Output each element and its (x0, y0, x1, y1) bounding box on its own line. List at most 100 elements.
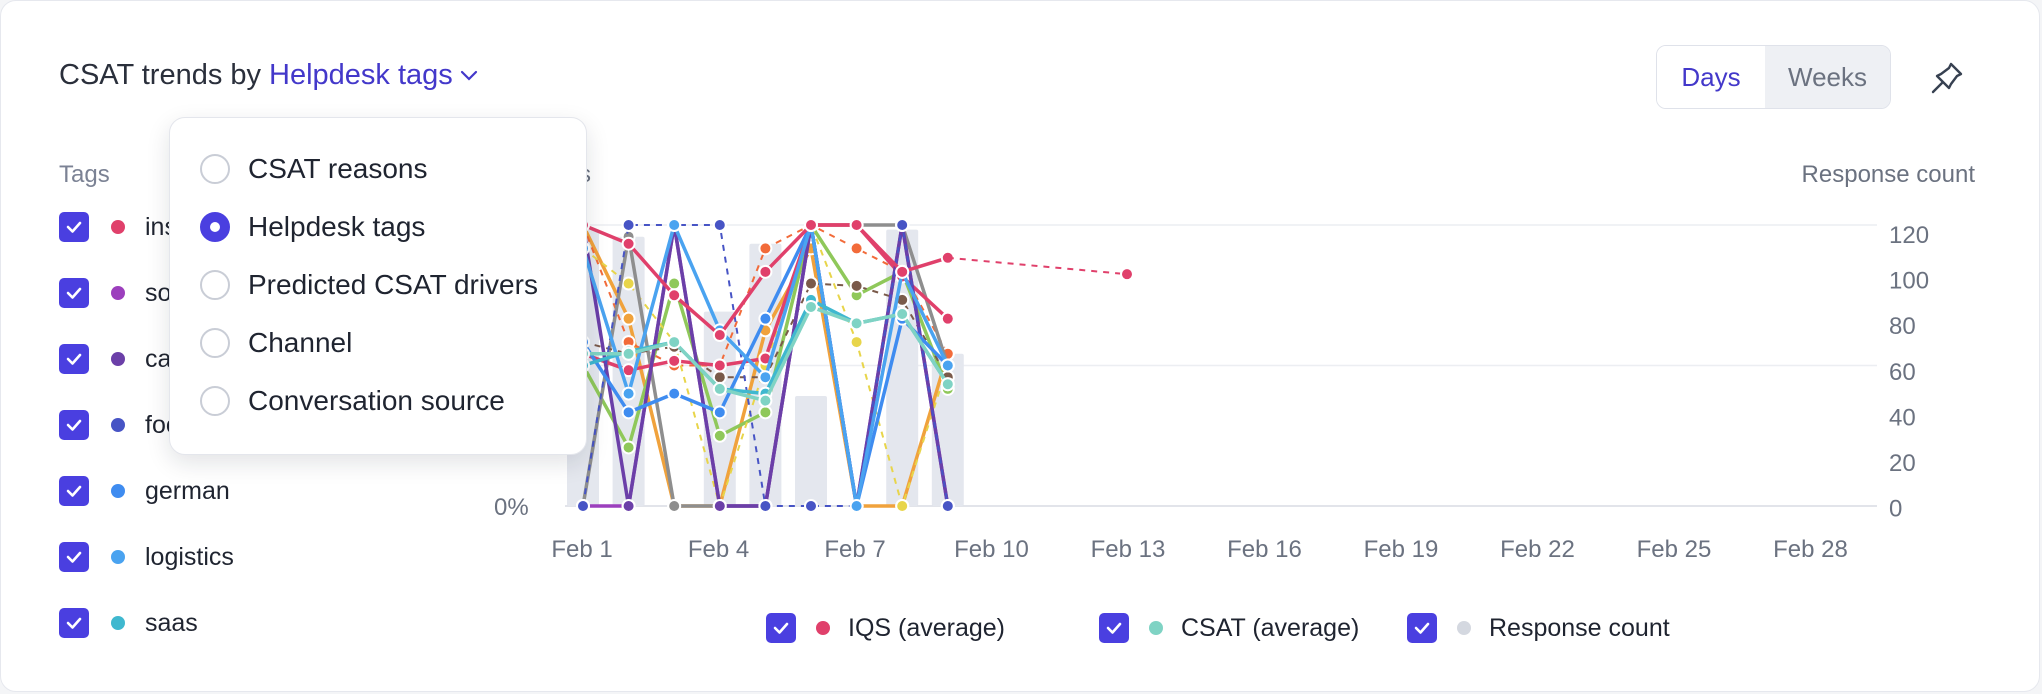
left-y-tick-label: 0% (494, 494, 529, 521)
extra-series-5-point (712, 370, 727, 385)
tag-row-german[interactable]: german (59, 474, 230, 508)
response-count-bar (795, 395, 827, 506)
check-icon (66, 287, 82, 299)
iqs-average-point (895, 264, 910, 279)
tag-series-logistics-point (667, 218, 682, 232)
tag-checkbox[interactable] (59, 212, 89, 242)
tag-checkbox[interactable] (59, 278, 89, 308)
response-count-bar (886, 229, 919, 506)
check-icon (66, 551, 82, 563)
extra-series-3-point (895, 499, 910, 513)
tag-series-ins-point (940, 311, 955, 326)
legend-color-dot (1149, 621, 1163, 635)
toggle-weeks[interactable]: Weeks (1765, 46, 1890, 108)
tag-row-logistics[interactable]: logistics (59, 540, 234, 574)
group-by-dropdown-trigger[interactable]: Helpdesk tags (269, 59, 479, 92)
iqs-average-point (621, 236, 636, 251)
legend-item[interactable]: CSAT (average) (1099, 613, 1359, 643)
iqs-average-point (667, 288, 682, 303)
dropdown-option[interactable]: Conversation source (200, 385, 505, 417)
x-tick-label: Feb 25 (1637, 536, 1712, 563)
x-tick-label: Feb 1 (551, 536, 612, 563)
legend-label: Response count (1489, 613, 1670, 642)
csat-average-point (667, 335, 682, 350)
y-tick-label: 80 (1889, 313, 1916, 340)
tag-series-foo-point (621, 218, 636, 232)
x-tick-label: Feb 10 (954, 536, 1029, 563)
legend-label: CSAT (average) (1181, 613, 1360, 642)
check-icon (773, 622, 789, 634)
csat-average-point (940, 377, 955, 392)
tag-checkbox[interactable] (59, 542, 89, 572)
y-tick-label: 60 (1889, 359, 1916, 386)
csat-average-point (758, 393, 773, 408)
dropdown-option[interactable]: Helpdesk tags (200, 211, 425, 243)
extra-series-2-point (712, 428, 727, 443)
legend-item[interactable]: Response count (1407, 613, 1670, 643)
extra-series-2-point (621, 440, 636, 455)
extra-series-5-point (849, 278, 864, 293)
tag-checkbox[interactable] (59, 410, 89, 440)
x-tick-label: Feb 19 (1364, 536, 1439, 563)
tag-color-dot (111, 418, 125, 432)
check-icon (1414, 622, 1430, 634)
dropdown-option[interactable]: CSAT reasons (200, 153, 427, 185)
extra-series-1-point (849, 241, 864, 256)
y-tick-label: 20 (1889, 450, 1916, 477)
tag-checkbox[interactable] (59, 608, 89, 638)
tag-series-german-point (758, 311, 773, 326)
tag-color-dot (111, 286, 125, 300)
tag-series-german-point (667, 386, 682, 401)
legend-checkbox[interactable] (766, 613, 796, 643)
x-tick-label: Feb 13 (1091, 536, 1166, 563)
check-icon (66, 353, 82, 365)
tag-series-car-point (621, 499, 636, 513)
legend-checkbox[interactable] (1407, 613, 1437, 643)
tag-checkbox[interactable] (59, 344, 89, 374)
y-tick-label: 100 (1889, 268, 1929, 295)
radio-button[interactable] (200, 270, 230, 300)
tag-label: german (145, 476, 230, 505)
tag-checkbox[interactable] (59, 476, 89, 506)
radio-button[interactable] (200, 328, 230, 358)
y-tick-label: 0 (1889, 496, 1902, 523)
extra-series-5-point (804, 276, 818, 291)
tag-color-dot (111, 484, 125, 498)
iqs-average-point (849, 218, 864, 232)
tag-label: logistics (145, 542, 234, 571)
tag-series-foo-point (895, 218, 910, 232)
tags-heading: Tags (59, 161, 110, 188)
granularity-toggle: Days Weeks (1656, 45, 1891, 109)
x-tick-label: Feb 4 (688, 536, 749, 563)
legend-color-dot (816, 621, 830, 635)
tag-series-ins-point (712, 358, 727, 373)
radio-button[interactable] (200, 154, 230, 184)
tag-color-dot (111, 550, 125, 564)
tag-series-foo-point (712, 218, 727, 232)
radio-button[interactable] (200, 386, 230, 416)
right-axis-title: Response count (1801, 161, 1975, 188)
tag-series-foo-point (576, 499, 590, 513)
pin-icon[interactable] (1927, 58, 1967, 98)
x-tick-label: Feb 28 (1773, 536, 1848, 563)
option-label: CSAT reasons (248, 153, 428, 184)
toggle-days[interactable]: Days (1657, 46, 1765, 108)
tag-series-foo-point (940, 499, 955, 513)
iqs-average-point (804, 218, 818, 232)
dropdown-option[interactable]: Predicted CSAT drivers (200, 269, 538, 301)
csat-average-point (804, 299, 818, 314)
radio-button[interactable] (200, 212, 230, 242)
dropdown-option[interactable]: Channel (200, 327, 352, 359)
tag-row-saas[interactable]: saas (59, 606, 198, 640)
tag-series-german-point (621, 405, 636, 420)
csat-average-point (712, 381, 727, 396)
extra-series-1-point (758, 241, 773, 256)
legend-item[interactable]: IQS (average) (766, 613, 1005, 643)
tag-series-foo-point (758, 499, 773, 513)
extra-series-2-point (667, 276, 682, 291)
option-label: Channel (248, 327, 353, 358)
y-tick-label: 120 (1889, 222, 1929, 249)
x-tick-label: Feb 16 (1227, 536, 1302, 563)
legend-checkbox[interactable] (1099, 613, 1129, 643)
